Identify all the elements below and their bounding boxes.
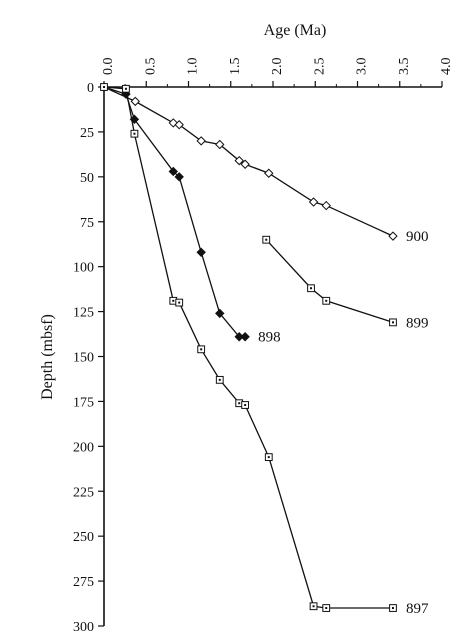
series-label: 900	[406, 229, 429, 245]
data-point-dot	[391, 607, 394, 610]
data-point-dot	[325, 299, 328, 302]
series-label: 898	[258, 330, 281, 346]
y-tick-label: 300	[73, 620, 94, 635]
plot-area: 900 899 898 897	[99, 82, 429, 617]
x-tick-label: 0.5	[143, 58, 158, 76]
data-point	[321, 200, 331, 211]
y-tick-label: 50	[80, 171, 94, 186]
x-tick-label: 4.0	[439, 58, 454, 76]
data-point	[215, 139, 225, 150]
series-900: 900	[99, 82, 429, 245]
series-898: 898	[99, 82, 281, 346]
series-line	[103, 86, 394, 237]
data-point	[240, 159, 250, 169]
data-point-dot	[218, 378, 221, 381]
y-tick-label: 225	[73, 485, 94, 500]
data-point	[168, 166, 178, 177]
data-point	[196, 136, 206, 146]
x-tick-label: 1.5	[228, 58, 243, 76]
y-tick-label: 0	[87, 81, 94, 96]
data-point	[234, 155, 244, 166]
data-point-dot	[124, 87, 127, 90]
data-point-dot	[267, 456, 270, 459]
data-point	[174, 120, 184, 130]
data-point	[388, 231, 398, 241]
y-tick-label: 250	[73, 530, 94, 545]
series-label: 897	[406, 601, 429, 617]
data-point-dot	[103, 86, 105, 88]
series-line	[265, 239, 394, 323]
x-tick-label: 3.0	[355, 58, 370, 76]
y-tick-label: 75	[80, 216, 94, 231]
data-point	[130, 96, 140, 107]
data-point-dot	[325, 607, 328, 610]
series-899: 899	[262, 235, 429, 331]
x-axis-title: Age (Ma)	[264, 22, 327, 39]
y-tick-label: 125	[73, 306, 94, 321]
series-label: 899	[406, 315, 429, 331]
data-point-dot	[265, 238, 268, 241]
y-axis-title: Depth (mbsf)	[39, 314, 56, 400]
x-tick-label: 1.0	[186, 58, 201, 76]
chart-ticks: 0.0 0.5 1.0 1.5 2.0 2.5 3.0 3.5 4.0 0 25 50 75 100 125…	[73, 58, 454, 636]
series-897: 897	[100, 83, 429, 617]
data-point	[215, 308, 225, 319]
data-point	[174, 172, 184, 182]
y-tick-label: 175	[73, 395, 94, 410]
y-tick-label: 100	[73, 261, 94, 276]
y-tick-label: 200	[73, 440, 94, 455]
data-point-dot	[312, 605, 315, 608]
x-tick-label: 2.5	[312, 58, 327, 76]
data-point-dot	[133, 132, 136, 135]
y-tick-label: 150	[73, 351, 94, 366]
x-tick-label: 2.0	[270, 58, 285, 76]
data-point-dot	[391, 321, 394, 324]
data-point-dot	[244, 404, 247, 407]
data-point	[264, 168, 274, 178]
data-point-dot	[200, 348, 203, 351]
chart-axes	[103, 86, 442, 626]
data-point-dot	[310, 287, 313, 290]
data-point-dot	[178, 301, 181, 304]
x-tick-label: 3.5	[397, 58, 412, 76]
data-point	[196, 247, 206, 258]
y-tick-label: 275	[73, 575, 94, 590]
data-point	[240, 332, 250, 342]
data-point-dot	[172, 299, 175, 302]
data-point	[308, 197, 319, 207]
data-point-dot	[238, 402, 241, 405]
y-tick-label: 25	[80, 126, 94, 141]
x-tick-label: 0.0	[101, 58, 116, 76]
